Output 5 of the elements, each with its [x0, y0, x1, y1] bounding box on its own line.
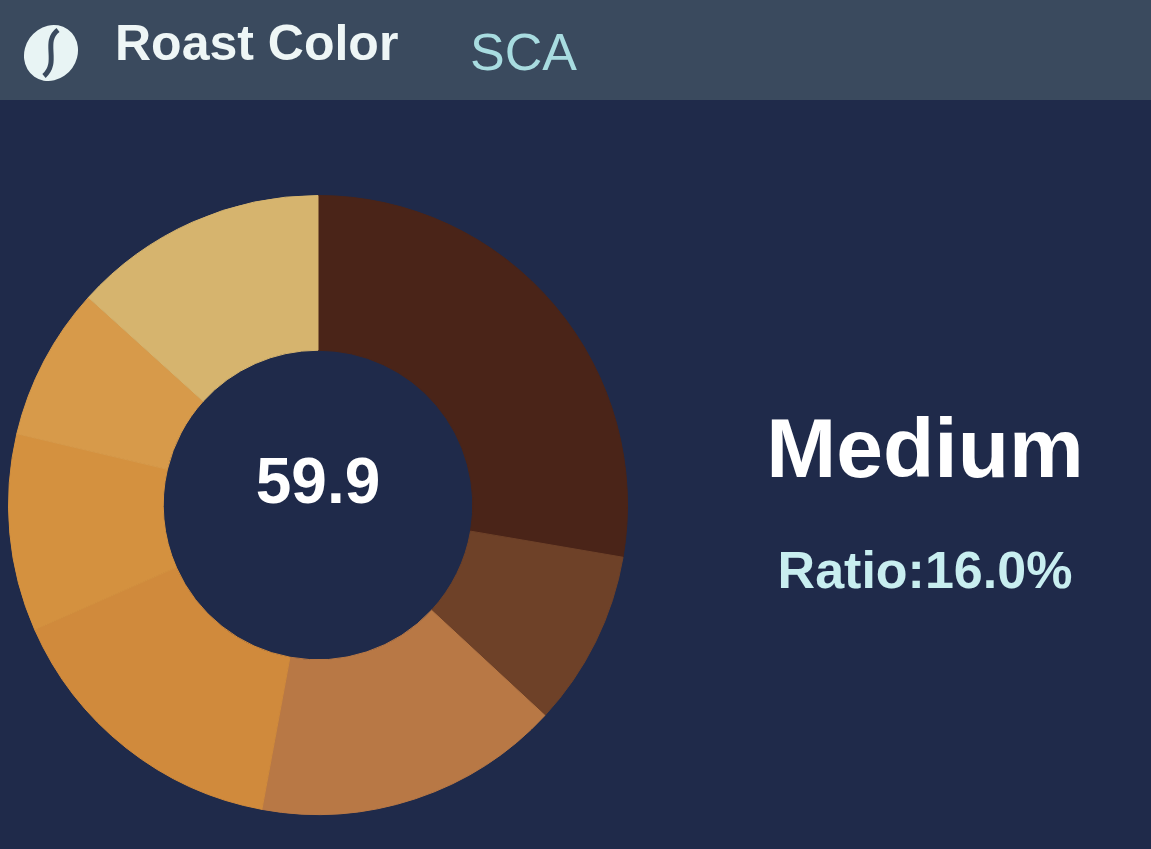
text: Ratio:16.0% [776, 540, 1074, 600]
text: 59.9 [255, 444, 381, 517]
chart-subtitle: SCA [470, 22, 577, 82]
text: Medium [765, 400, 1085, 497]
chart-title: Roast Color [115, 14, 399, 72]
